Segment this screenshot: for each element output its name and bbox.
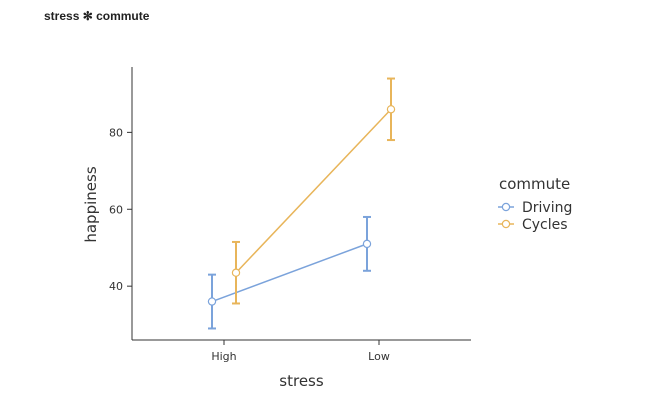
x-tick-label: High — [211, 350, 236, 363]
legend-label: Cycles — [522, 217, 568, 233]
data-point — [207, 297, 217, 306]
y-tick-label: 60 — [109, 203, 123, 216]
x-axis-title: stress — [279, 372, 324, 390]
chart-title: stress ✻ commute — [44, 9, 150, 23]
axes: 40 60 80 High Low stress happiness — [82, 67, 471, 390]
series-line — [235, 108, 392, 274]
y-axis-title: happiness — [82, 166, 100, 242]
legend-label: Driving — [522, 200, 572, 216]
data-point — [362, 239, 372, 249]
legend-title: commute — [499, 175, 570, 193]
data-point — [231, 268, 241, 277]
data-point — [386, 105, 396, 114]
y-tick-label: 80 — [109, 126, 123, 139]
x-tick-label: Low — [368, 350, 390, 363]
series-line — [211, 243, 368, 303]
legend-key-point — [501, 202, 511, 212]
y-tick-label: 40 — [109, 280, 123, 293]
chart-marks — [207, 77, 396, 330]
legend-key-point — [501, 219, 511, 229]
